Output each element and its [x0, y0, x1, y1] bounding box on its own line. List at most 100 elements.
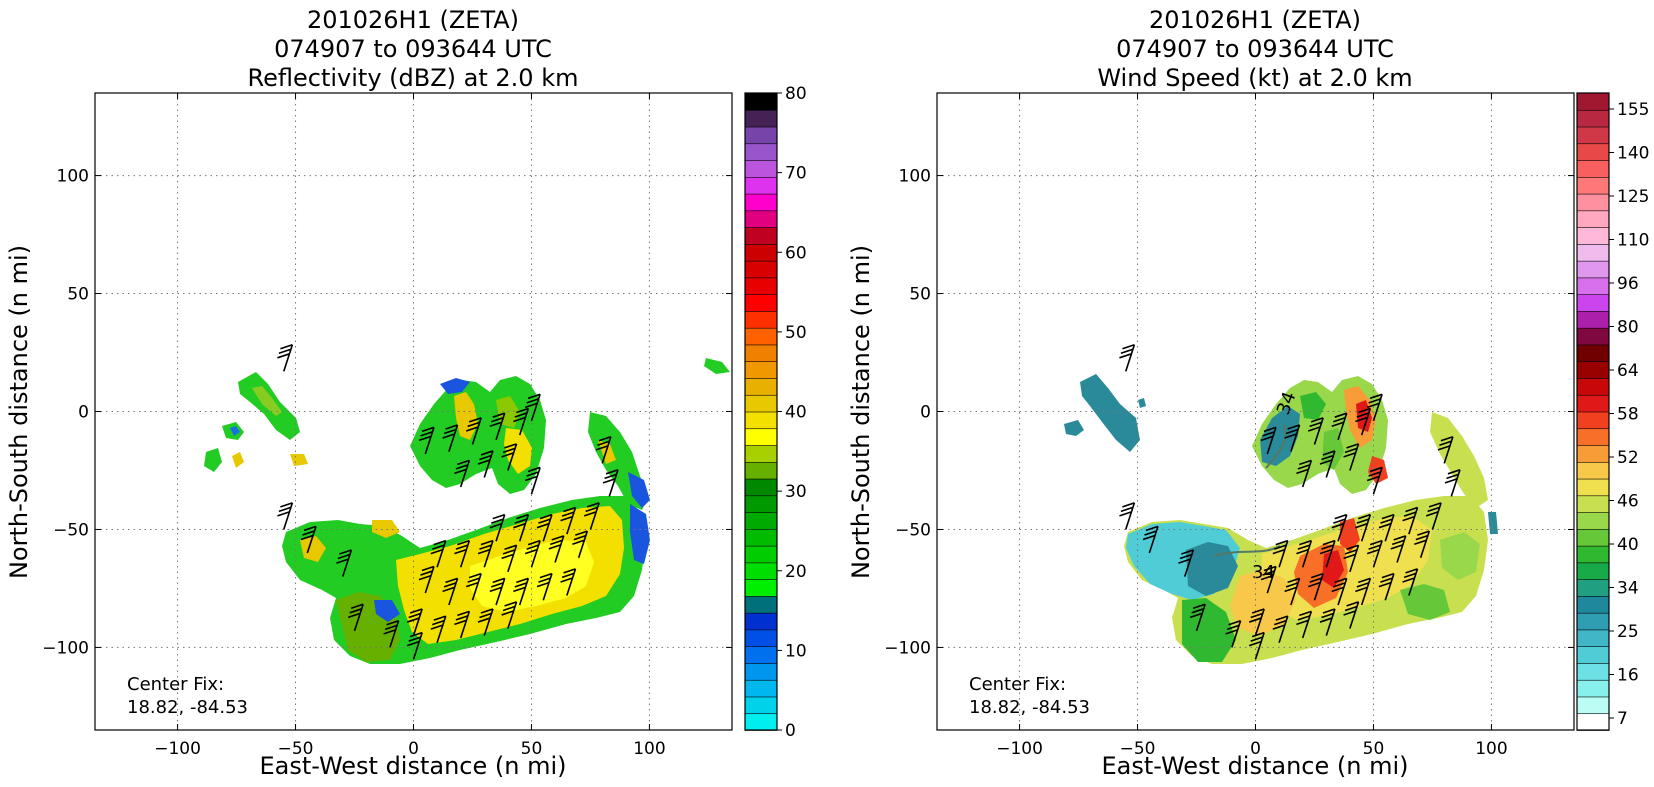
wind-barb	[442, 424, 459, 452]
y-axis-label: North-South distance (n mi)	[5, 245, 33, 579]
echo-patch	[300, 536, 326, 562]
colorbar-segment	[744, 411, 778, 430]
x-tick-label: −50	[1120, 739, 1156, 759]
wind-barb	[477, 450, 494, 478]
wind-barb	[277, 502, 294, 530]
colorbar-segment	[1576, 511, 1610, 530]
wind-barb	[1355, 513, 1372, 542]
chart-title-line-3: Reflectivity (dBZ) at 2.0 km	[248, 64, 579, 92]
wind-barb	[1402, 506, 1419, 535]
wind-barb	[489, 577, 506, 606]
colorbar-tick-label: 0	[785, 721, 796, 741]
wind-barb	[1437, 436, 1454, 464]
y-tick-label: 100	[899, 167, 931, 187]
colorbar-segment	[744, 528, 778, 547]
colorbar-tick-label: 7	[1617, 709, 1628, 729]
wind-barb	[1272, 615, 1289, 643]
x-tick-label: −100	[996, 739, 1043, 759]
colorbar-segment	[744, 377, 778, 396]
wind-barb	[1366, 466, 1383, 495]
colorbar-segment	[744, 260, 778, 279]
colorbar-segment	[744, 629, 778, 647]
wind-patch	[1260, 406, 1300, 466]
wind-barb	[1307, 417, 1324, 445]
colorbar-tick-label: 52	[1617, 448, 1639, 468]
colorbar-segment	[744, 92, 778, 111]
wind-barb	[489, 513, 506, 542]
colorbar-segment	[1576, 528, 1610, 547]
y-tick-label: −50	[895, 520, 931, 540]
x-tick-label: 100	[1475, 739, 1507, 759]
y-tick-label: −50	[53, 520, 89, 540]
x-tick-label: 100	[633, 739, 665, 759]
wind-patch	[1300, 392, 1326, 420]
colorbar-tick-label: 25	[1617, 622, 1639, 642]
wind-barb	[430, 615, 447, 643]
colorbar-segment	[744, 243, 778, 262]
colorbar-segment	[744, 394, 778, 413]
echo-patch	[440, 378, 470, 394]
colorbar-segment	[744, 696, 778, 715]
echo-patch	[470, 540, 594, 612]
wind-barb	[1296, 539, 1313, 568]
colorbar-segment	[1576, 411, 1610, 430]
wind-barb	[1248, 608, 1265, 636]
colorbar-segment	[1576, 126, 1610, 145]
y-tick-label: 50	[67, 285, 89, 305]
echo-patch	[598, 440, 616, 464]
echo-patch	[374, 600, 400, 622]
colorbar-segment	[744, 427, 778, 446]
colorbar-segment	[744, 210, 778, 228]
y-tick-label: −100	[42, 638, 89, 658]
wind-barb	[1296, 459, 1313, 488]
wind-patch	[1080, 374, 1140, 452]
echo-patch	[628, 472, 650, 508]
colorbar-segment	[744, 562, 778, 580]
contour-label: 34	[1252, 562, 1275, 583]
colorbar-segment	[1576, 495, 1610, 513]
colorbar-segment	[744, 478, 778, 497]
colorbar-segment	[1576, 260, 1610, 279]
wind-barb	[442, 577, 459, 606]
colorbar-segment	[1576, 226, 1610, 245]
wind-barb	[1343, 601, 1360, 629]
chart-title-line-1: 201026H1 (ZETA)	[1149, 6, 1361, 34]
colorbar-tick-label: 40	[785, 403, 807, 423]
wind-barb	[1343, 544, 1360, 573]
wind-barb	[347, 603, 364, 632]
wind-barb	[1225, 620, 1242, 648]
colorbar-tick-label: 110	[1617, 231, 1649, 251]
chart-title-line-2: 074907 to 093644 UTC	[274, 35, 552, 63]
colorbar-segment	[744, 142, 778, 161]
colorbar-segment	[1576, 595, 1610, 614]
wind-speed-panel: 201026H1 (ZETA) 074907 to 093644 UTC Win…	[847, 6, 1649, 780]
colorbar-segment	[1576, 293, 1610, 312]
colorbar-tick-label: 16	[1617, 666, 1639, 686]
colorbar-tick-label: 70	[785, 164, 807, 184]
wind-barb	[1414, 530, 1431, 559]
colorbar-tick-label: 80	[785, 84, 807, 104]
echo-patch	[704, 358, 730, 374]
colorbar-segment	[744, 578, 778, 597]
x-tick-label: 0	[1250, 739, 1261, 759]
colorbar-segment	[744, 662, 778, 681]
colorbar-segment	[744, 712, 778, 731]
colorbar-tick-label: 64	[1617, 361, 1639, 381]
wind-barb	[1319, 539, 1336, 568]
y-tick-label: 0	[78, 403, 89, 423]
colorbar-segment	[1576, 210, 1610, 228]
echo-patch	[290, 454, 308, 466]
wind-barb	[595, 436, 612, 464]
wind-barb	[1331, 412, 1348, 441]
wind-barb	[1378, 572, 1395, 601]
wind-barb	[489, 412, 506, 441]
wind-barb	[1378, 513, 1395, 542]
wind-barb	[1296, 610, 1313, 639]
wind-patch	[1356, 400, 1372, 432]
colorbar-segment	[1576, 243, 1610, 262]
echo-patch	[454, 392, 478, 440]
wind-patch	[1182, 598, 1236, 662]
y-tick-label: −100	[884, 638, 931, 658]
